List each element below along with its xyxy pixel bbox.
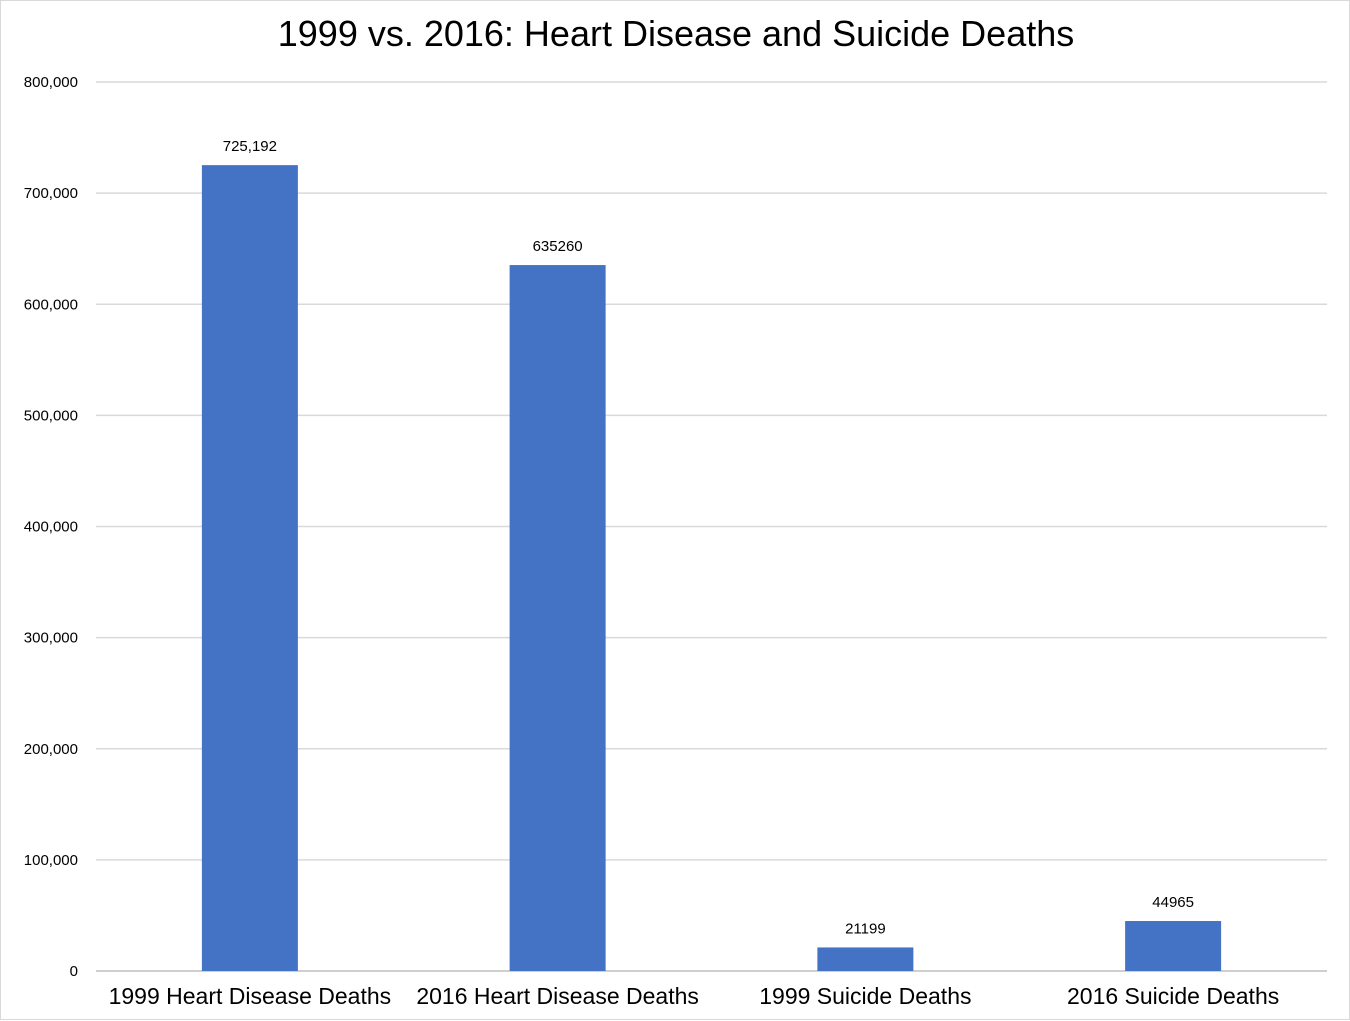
x-tick-label: 1999 Heart Disease Deaths: [109, 983, 392, 1009]
y-tick-label: 700,000: [24, 185, 78, 202]
chart-title: 1999 vs. 2016: Heart Disease and Suicide…: [277, 13, 1075, 54]
x-tick-label: 1999 Suicide Deaths: [759, 983, 971, 1009]
y-axis-tick-labels: 0 100,000 200,000 300,000 400,000 500,000 600,…: [24, 74, 78, 980]
x-tick-label: 2016 Heart Disease Deaths: [416, 983, 699, 1009]
data-labels: 725,192 635260 21199 44965: [223, 138, 1194, 937]
data-label: 44965: [1152, 894, 1194, 911]
bar: [817, 947, 914, 971]
y-tick-label: 0: [70, 963, 78, 980]
data-label: 725,192: [223, 138, 277, 155]
y-tick-label: 800,000: [24, 74, 78, 91]
bar: [201, 165, 298, 972]
bar: [509, 265, 606, 971]
y-tick-label: 400,000: [24, 519, 78, 536]
y-tick-label: 600,000: [24, 296, 78, 313]
bar: [1125, 921, 1222, 971]
x-tick-label: 2016 Suicide Deaths: [1067, 983, 1279, 1009]
bars: [201, 165, 1222, 972]
y-tick-label: 100,000: [24, 852, 78, 869]
y-tick-label: 300,000: [24, 630, 78, 647]
y-tick-label: 500,000: [24, 407, 78, 424]
gridlines: [96, 81, 1327, 972]
y-tick-label: 200,000: [24, 741, 78, 758]
data-label: 635260: [533, 238, 583, 255]
data-label: 21199: [845, 920, 886, 937]
x-axis-tick-labels: 1999 Heart Disease Deaths 2016 Heart Dise…: [109, 983, 1280, 1009]
